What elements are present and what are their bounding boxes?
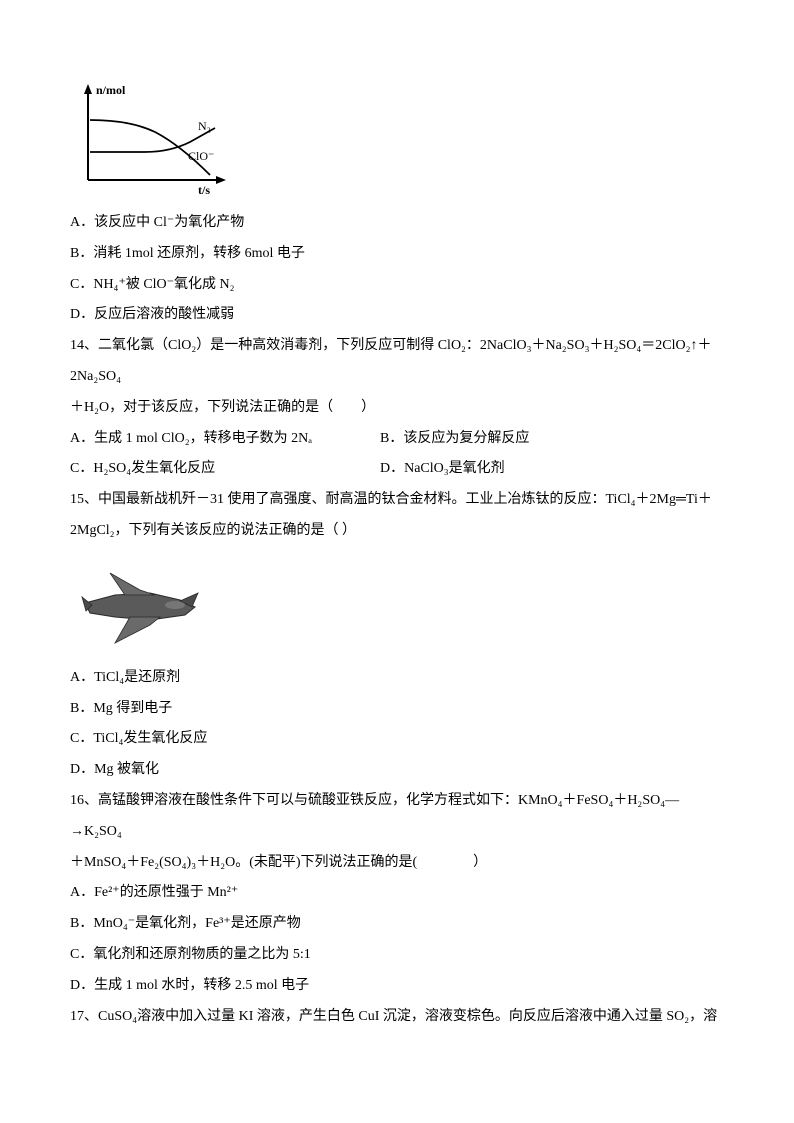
- q16-option-d: D．生成 1 mol 水时，转移 2.5 mol 电子: [70, 971, 724, 1002]
- q16-option-b: B．MnO₄⁻是氧化剂，Fe³⁺是还原产物: [70, 909, 724, 940]
- q16-stem-1: 16、高锰酸钾溶液在酸性条件下可以与硫酸亚铁反应，化学方程式如下：KMnO₄＋F…: [70, 786, 724, 848]
- q13-option-a: A．该反应中 Cl⁻为氧化产物: [70, 208, 724, 239]
- q15-option-c: C．TiCl₄发生氧化反应: [70, 724, 724, 755]
- jet-image: [70, 555, 220, 655]
- q16-option-c: C．氧化剂和还原剂物质的量之比为 5:1: [70, 940, 724, 971]
- q14-option-c: C．H₂SO₄发生氧化反应: [70, 454, 380, 485]
- graph-n-vs-t: n/mol t/s N₂ ClO⁻: [70, 80, 235, 200]
- q13-option-b: B．消耗 1mol 还原剂，转移 6mol 电子: [70, 239, 724, 270]
- q15-stem-1: 15、中国最新战机歼－31 使用了高强度、耐高温的钛合金材料。工业上冶炼钛的反应…: [70, 485, 724, 516]
- q13-option-c: C．NH₄⁺被 ClO⁻氧化成 N₂: [70, 270, 724, 301]
- graph-curve2-label: ClO⁻: [188, 149, 214, 163]
- q15-option-d: D．Mg 被氧化: [70, 755, 724, 786]
- q14-stem-2: ＋H₂O，对于该反应，下列说法正确的是（ ）: [70, 393, 724, 424]
- q14-stem-1: 14、二氧化氯（ClO₂）是一种高效消毒剂，下列反应可制得 ClO₂：2NaCl…: [70, 331, 724, 393]
- q15-option-b: B．Mg 得到电子: [70, 694, 724, 725]
- q15-option-a: A．TiCl₄是还原剂: [70, 663, 724, 694]
- q16-option-a: A．Fe²⁺的还原性强于 Mn²⁺: [70, 878, 724, 909]
- q14-option-b: B．该反应为复分解反应: [380, 424, 724, 455]
- q17-stem-1: 17、CuSO₄溶液中加入过量 KI 溶液，产生白色 CuI 沉淀，溶液变棕色。…: [70, 1002, 724, 1033]
- graph-curve1-label: N₂: [198, 119, 211, 133]
- q15-stem-2: 2MgCl₂，下列有关该反应的说法正确的是（ ）: [70, 516, 724, 547]
- graph-x-label: t/s: [198, 183, 210, 197]
- q13-option-d: D．反应后溶液的酸性减弱: [70, 300, 724, 331]
- q14-option-d: D．NaClO₃是氧化剂: [380, 454, 724, 485]
- graph-y-label: n/mol: [96, 83, 126, 97]
- q14-option-a: A．生成 1 mol ClO₂，转移电子数为 2Nₐ: [70, 424, 380, 455]
- q16-stem-2: ＋MnSO₄＋Fe₂(SO₄)₃＋H₂O。(未配平)下列说法正确的是( ）: [70, 848, 724, 879]
